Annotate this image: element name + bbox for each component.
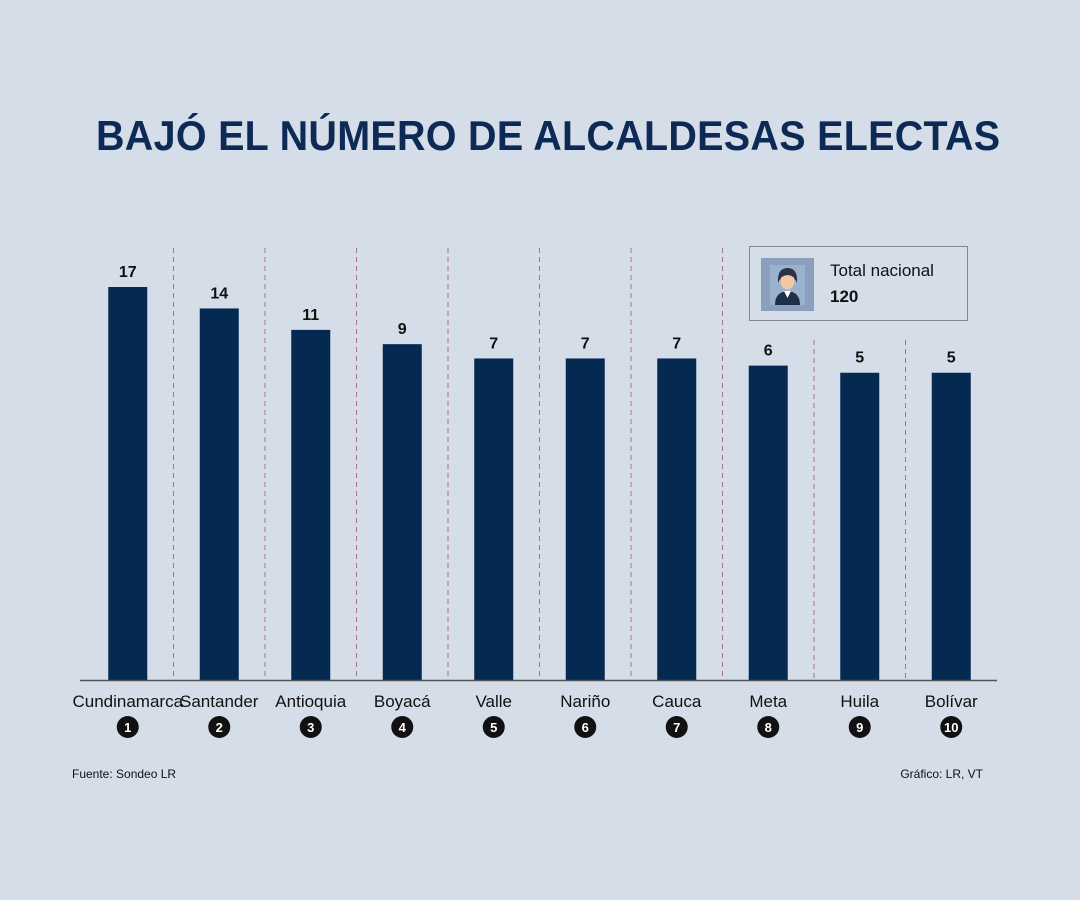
- bar: [931, 372, 971, 680]
- total-label: Total nacional: [830, 261, 934, 280]
- category-label: Antioquia: [275, 692, 346, 711]
- bar: [840, 372, 880, 680]
- rank-number: 8: [765, 720, 772, 735]
- rank-number: 9: [856, 720, 863, 735]
- total-national-box: Total nacional 120: [749, 246, 968, 321]
- category-label: Meta: [749, 692, 787, 711]
- category-label: Santander: [180, 692, 259, 711]
- data-label: 11: [302, 307, 319, 324]
- rank-number: 3: [307, 720, 314, 735]
- woman-avatar-icon: [761, 258, 814, 311]
- bar: [657, 358, 697, 680]
- rank-badge: [391, 716, 414, 738]
- data-label: 14: [210, 285, 228, 302]
- rank-badge: [299, 716, 322, 738]
- data-label: 5: [947, 350, 956, 367]
- category-label: Bolívar: [925, 692, 978, 711]
- category-label: Valle: [475, 692, 512, 711]
- category-label: Cundinamarca: [72, 692, 183, 711]
- rank-badge: [757, 716, 780, 738]
- rank-number: 4: [399, 720, 407, 735]
- rank-badge: [940, 716, 963, 738]
- rank-number: 10: [944, 720, 958, 735]
- data-label: 9: [398, 321, 407, 338]
- rank-number: 5: [490, 720, 497, 735]
- data-label: 17: [119, 264, 137, 281]
- data-label: 6: [764, 343, 773, 360]
- rank-number: 7: [673, 720, 680, 735]
- rank-badge: [574, 716, 597, 738]
- total-value: 120: [830, 287, 859, 306]
- category-label: Boyacá: [374, 692, 431, 711]
- data-label: 7: [581, 335, 590, 352]
- bar: [291, 329, 331, 680]
- category-label: Huila: [840, 692, 879, 711]
- rank-badge: [482, 716, 505, 738]
- data-label: 7: [489, 335, 498, 352]
- category-label: Cauca: [652, 692, 702, 711]
- source-note: Fuente: Sondeo LR: [72, 767, 177, 781]
- rank-badge: [116, 716, 139, 738]
- bar: [382, 344, 422, 680]
- rank-number: 6: [582, 720, 589, 735]
- category-label: Nariño: [560, 692, 610, 711]
- rank-badge: [848, 716, 871, 738]
- chart-title: BAJÓ EL NÚMERO DE ALCALDESAS ELECTAS: [96, 112, 1001, 159]
- credit-note: Gráfico: LR, VT: [900, 767, 983, 781]
- bar: [748, 365, 788, 680]
- rank-number: 1: [124, 720, 131, 735]
- data-label: 7: [672, 335, 681, 352]
- bar: [108, 287, 148, 680]
- rank-badge: [665, 716, 688, 738]
- bar: [565, 358, 605, 680]
- bar: [199, 308, 239, 680]
- rank-number: 2: [216, 720, 223, 735]
- data-label: 5: [855, 350, 864, 367]
- bar: [474, 358, 514, 680]
- rank-badge: [208, 716, 231, 738]
